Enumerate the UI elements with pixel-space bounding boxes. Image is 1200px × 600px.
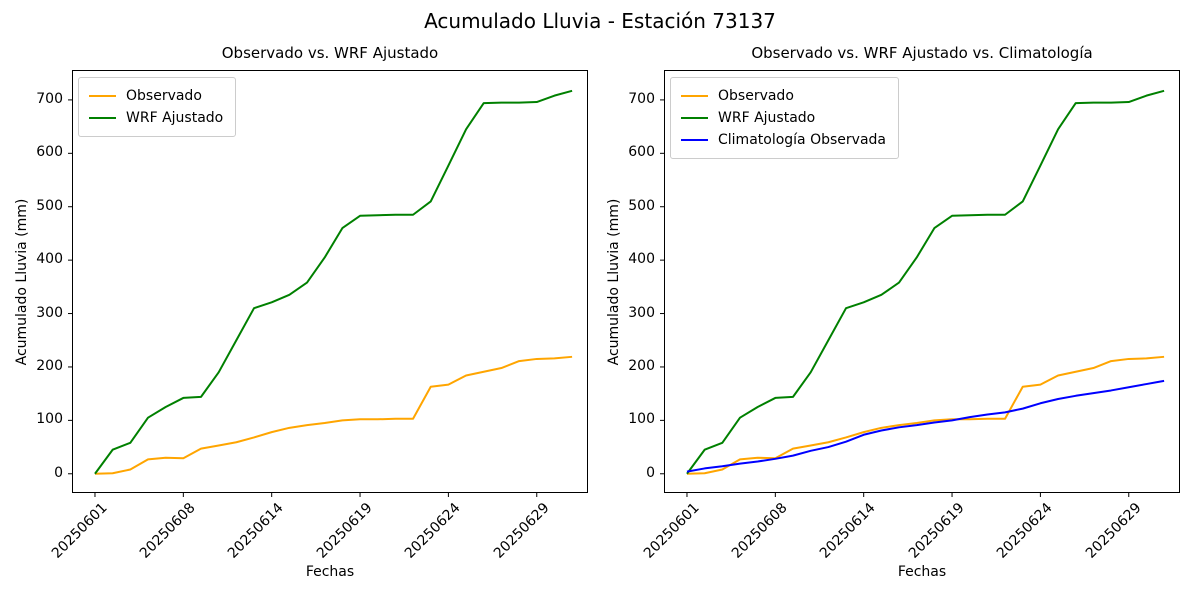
y-tick-label: 100	[36, 411, 63, 428]
y-tick-label: 300	[628, 304, 655, 321]
observado-line	[94, 355, 573, 475]
legend-line-swatch	[89, 95, 116, 97]
legend-item: WRF Ajustado	[89, 107, 223, 129]
left-chart-title: Observado vs. WRF Ajustado	[221, 44, 439, 62]
x-tick-label: 20250624	[994, 500, 1056, 562]
right-chart-title: Observado vs. WRF Ajustado vs. Climatolo…	[751, 44, 1093, 62]
legend-line-swatch	[89, 117, 116, 119]
legend-label: Observado	[126, 88, 202, 104]
climatolog-a-observada-line	[686, 379, 1165, 473]
legend-line-swatch	[681, 95, 708, 97]
x-tick-label: 20250629	[1082, 500, 1145, 562]
y-tick-label: 600	[36, 144, 63, 161]
legend-item: Observado	[681, 85, 886, 107]
figure-title: Acumulado Lluvia - Estación 73137	[424, 9, 776, 33]
y-tick-label: 400	[628, 251, 655, 268]
legend-line-swatch	[681, 139, 708, 141]
y-tick-label: 600	[628, 144, 655, 161]
y-tick-label: 200	[628, 357, 655, 374]
y-tick-label: 400	[36, 251, 63, 268]
left-chart-panel: Observado vs. WRF Ajustado Acumulado Llu…	[14, 44, 588, 580]
legend-label: Climatología Observada	[718, 132, 886, 148]
x-tick-label: 20250614	[225, 500, 288, 562]
right-plot-area	[660, 70, 1180, 497]
right-y-axis-label: Acumulado Lluvia (mm)	[606, 198, 622, 365]
legend-item: Climatología Observada	[681, 129, 886, 151]
observado-line	[686, 355, 1165, 475]
legend-label: Observado	[718, 88, 794, 104]
x-tick-label: 20250601	[48, 500, 111, 562]
y-tick-label: 200	[36, 357, 63, 374]
y-tick-label: 0	[54, 464, 63, 481]
legend-item: WRF Ajustado	[681, 107, 886, 129]
x-tick-label: 20250629	[490, 500, 553, 562]
right-legend: Observado WRF Ajustado Climatología Observ…	[670, 77, 899, 159]
left-legend: Observado WRF Ajustado	[78, 77, 237, 137]
x-tick-label: 20250619	[313, 500, 376, 562]
legend-label: WRF Ajustado	[718, 110, 816, 126]
left-y-axis-label: Acumulado Lluvia (mm)	[14, 198, 30, 365]
wrf-ajustado-line	[94, 89, 573, 475]
legend-label: WRF Ajustado	[126, 110, 224, 126]
wrf-ajustado-line	[686, 89, 1165, 475]
right-chart-panel: Observado vs. WRF Ajustado vs. Climatolo…	[606, 44, 1180, 580]
axes-frame	[664, 70, 1180, 493]
left-plot-area	[68, 70, 588, 497]
right-x-axis-label: Fechas	[897, 564, 947, 580]
y-tick-label: 0	[646, 464, 655, 481]
left-x-axis-label: Fechas	[305, 564, 355, 580]
y-tick-label: 500	[36, 197, 63, 214]
x-tick-label: 20250601	[640, 500, 703, 562]
x-tick-label: 20250614	[817, 500, 880, 562]
y-tick-label: 300	[36, 304, 63, 321]
y-tick-label: 700	[628, 90, 655, 107]
axes-frame	[72, 70, 588, 493]
y-tick-label: 700	[36, 90, 63, 107]
legend-line-swatch	[681, 117, 708, 119]
x-tick-label: 20250624	[402, 500, 464, 562]
x-tick-label: 20250608	[136, 500, 199, 562]
y-tick-label: 100	[628, 411, 655, 428]
x-tick-label: 20250619	[905, 500, 968, 562]
y-tick-label: 500	[628, 197, 655, 214]
x-tick-label: 20250608	[728, 500, 791, 562]
legend-item: Observado	[89, 85, 223, 107]
